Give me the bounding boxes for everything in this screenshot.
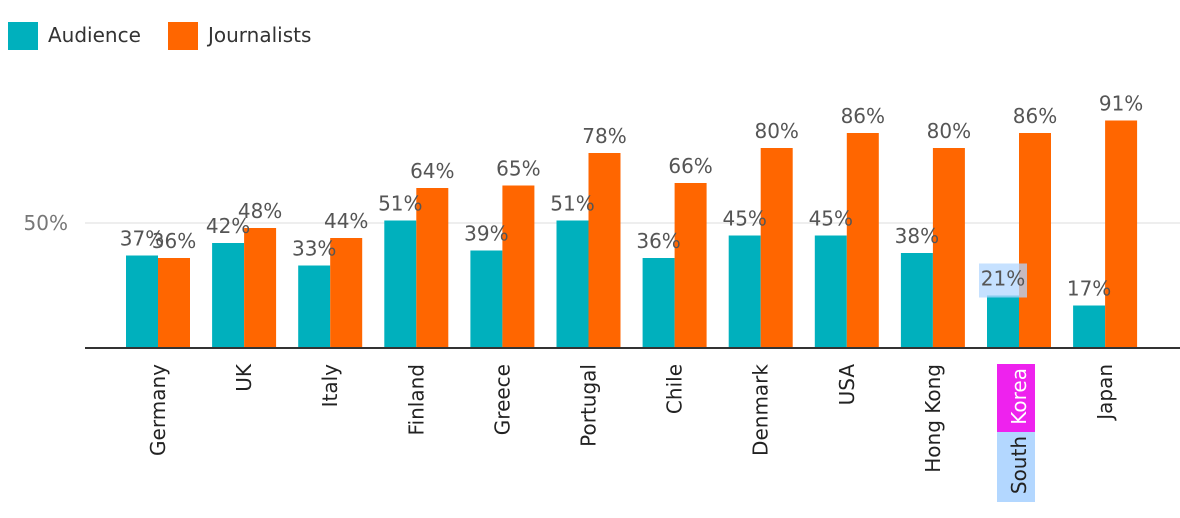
data-labels: 37%36%42%48%33%44%51%64%39%65%51%78%36%6… (120, 92, 1144, 301)
bar-audience-chile (642, 258, 675, 348)
bar-audience-portugal (556, 220, 589, 348)
data-label-journalists-portugal: 78% (582, 124, 626, 148)
bar-audience-greece (470, 250, 503, 348)
data-label-audience-greece: 39% (464, 222, 508, 246)
x-tick-germany: Germany (146, 364, 170, 456)
x-tick-label: UK (232, 363, 256, 392)
bar-audience-south-korea (987, 295, 1019, 348)
bar-journalists-usa (846, 133, 879, 348)
x-tick-label: Greece (490, 364, 514, 435)
data-label-audience-denmark: 45% (722, 207, 766, 231)
bar-journalists-greece (502, 185, 535, 348)
bar-journalists-chile (674, 183, 707, 348)
selection-highlight (997, 364, 1035, 432)
x-tick-label: Chile (663, 364, 687, 414)
data-label-journalists-chile: 66% (668, 154, 712, 178)
bar-journalists-south-korea (1019, 133, 1051, 348)
bar-journalists-hong-kong (932, 148, 965, 348)
x-tick-italy: Italy (318, 364, 342, 408)
data-label-audience-italy: 33% (292, 237, 336, 261)
bar-audience-italy (298, 265, 331, 348)
data-label-audience-hong-kong: 38% (895, 224, 939, 248)
data-label-journalists-germany: 36% (152, 229, 196, 253)
x-tick-greece: Greece (490, 364, 514, 435)
selection-highlight (997, 432, 1035, 502)
legend-label-journalists: Journalists (206, 23, 311, 47)
x-tick-label: Italy (318, 364, 342, 408)
x-tick-label: Germany (146, 364, 170, 456)
bar-audience-uk (212, 243, 245, 348)
x-tick-label: South (1007, 436, 1031, 494)
bar-audience-japan (1073, 305, 1106, 348)
bar-journalists-finland (416, 188, 449, 348)
x-tick-label: Denmark (749, 364, 773, 456)
data-label-journalists-denmark: 80% (754, 119, 798, 143)
x-tick-uk: UK (232, 363, 256, 392)
data-label-journalists-usa: 86% (841, 104, 885, 128)
selection-highlight (979, 263, 1027, 298)
bar-journalists-portugal (588, 153, 621, 348)
data-label-audience-uk: 42% (206, 214, 250, 238)
bar-audience-hong-kong (900, 253, 933, 348)
x-tick-japan: Japan (1093, 364, 1117, 422)
data-label-journalists-greece: 65% (496, 157, 540, 181)
bars (126, 120, 1138, 348)
gridlines: 50% (24, 211, 1180, 235)
bar-audience-usa (814, 235, 847, 348)
legend-label-audience: Audience (48, 23, 141, 47)
x-tick-finland: Finland (404, 364, 428, 435)
bar-audience-finland (384, 220, 417, 348)
data-label-journalists-south-korea: 86% (1013, 104, 1057, 128)
x-tick-hong-kong: Hong Kong (921, 364, 945, 473)
data-label-journalists-japan: 91% (1099, 92, 1143, 116)
bar-journalists-germany (158, 258, 190, 348)
y-tick-label: 50% (24, 211, 68, 235)
bar-audience-denmark (728, 235, 761, 348)
data-label-audience-japan: 17% (1067, 277, 1111, 301)
x-tick-label: Japan (1093, 364, 1117, 422)
data-label-journalists-hong-kong: 80% (927, 119, 971, 143)
legend-swatch-audience (8, 22, 38, 50)
bar-journalists-denmark (760, 148, 793, 348)
x-tick-label: Korea (1007, 368, 1031, 425)
data-label-journalists-italy: 44% (324, 209, 368, 233)
data-label-journalists-uk: 48% (238, 199, 282, 223)
x-tick-label: Portugal (577, 364, 601, 447)
x-tick-usa: USA (835, 364, 859, 406)
x-tick-label: Finland (404, 364, 428, 435)
data-label-audience-germany: 37% (120, 227, 164, 251)
data-label-audience-chile: 36% (636, 229, 680, 253)
legend-swatch-journalists (168, 22, 198, 50)
x-tick-denmark: Denmark (749, 364, 773, 456)
data-label-journalists-finland: 64% (410, 159, 454, 183)
x-tick-portugal: Portugal (577, 364, 601, 447)
data-label-audience-portugal: 51% (550, 192, 594, 216)
x-tick-label: USA (835, 364, 859, 406)
category-labels: Germany UK Italy Finland Greece Portugal Chile… (146, 363, 1117, 502)
x-tick-label: Hong Kong (921, 364, 945, 473)
bar-journalists-japan (1105, 120, 1138, 348)
bar-journalists-italy (330, 238, 363, 348)
data-label-audience-usa: 45% (809, 207, 853, 231)
legend: Audience Journalists (8, 22, 311, 50)
data-label-audience-south-korea: 21% (981, 267, 1025, 291)
data-label-audience-finland: 51% (378, 192, 422, 216)
bar-audience-germany (126, 255, 158, 348)
bar-journalists-uk (244, 228, 277, 348)
x-tick-south-korea: South Korea (997, 364, 1035, 502)
x-tick-chile: Chile (663, 364, 687, 414)
